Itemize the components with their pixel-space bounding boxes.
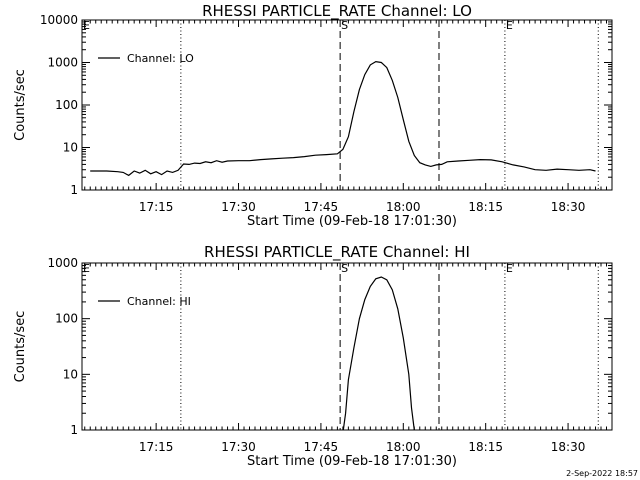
x-tick-label: 18:00 xyxy=(386,440,421,454)
footer-timestamp: 2-Sep-2022 18:57 xyxy=(566,469,638,478)
y-tick-label: 10 xyxy=(63,367,78,381)
x-tick-label: 17:15 xyxy=(139,440,174,454)
x-tick-label: 18:15 xyxy=(468,200,503,214)
y-tick-label: 1 xyxy=(70,423,78,437)
x-tick-label: 17:45 xyxy=(304,200,339,214)
x-tick-label: 18:30 xyxy=(551,200,586,214)
legend-entry: Channel: LO xyxy=(127,52,194,65)
y-axis-label: Counts/sec xyxy=(13,311,28,383)
y-tick-label: 100 xyxy=(55,312,78,326)
x-axis-label: Start Time (09-Feb-18 17:01:30) xyxy=(247,454,457,469)
chart-panel-hi: RHESSI PARTICLE_RATE Channel: HI Start Ti… xyxy=(13,243,613,469)
x-tick-label: 18:00 xyxy=(386,200,421,214)
chart-title: RHESSI PARTICLE_RATE Channel: LO xyxy=(202,2,472,21)
x-tick-label: 17:30 xyxy=(221,440,256,454)
plot-frame xyxy=(81,19,613,191)
marker-label: E xyxy=(506,262,513,275)
marker-label: S xyxy=(341,19,348,32)
y-tick-label: 10000 xyxy=(40,13,78,27)
plot-frame xyxy=(81,262,613,431)
legend-entry: Channel: HI xyxy=(127,295,191,308)
y-tick-label: 1000 xyxy=(47,256,78,270)
series-line xyxy=(90,60,596,177)
x-tick-label: 18:30 xyxy=(551,440,586,454)
x-axis-label: Start Time (09-Feb-18 17:01:30) xyxy=(247,214,457,229)
y-tick-label: 1000 xyxy=(47,56,78,70)
x-tick-label: 17:45 xyxy=(304,440,339,454)
marker-label: E xyxy=(83,262,90,275)
x-tick-label: 17:30 xyxy=(221,200,256,214)
y-tick-label: 1 xyxy=(70,183,78,197)
x-tick-label: 17:15 xyxy=(139,200,174,214)
marker-label: S xyxy=(341,262,348,275)
y-axis-label: Counts/sec xyxy=(13,69,28,141)
chart-title: RHESSI PARTICLE_RATE Channel: HI xyxy=(204,243,470,262)
marker-label: E xyxy=(83,19,90,32)
chart-panel-lo: RHESSI PARTICLE_RATE Channel: LO Start Ti… xyxy=(13,2,613,229)
x-tick-label: 18:15 xyxy=(468,440,503,454)
y-tick-label: 100 xyxy=(55,98,78,112)
y-tick-label: 10 xyxy=(63,141,78,155)
series-line xyxy=(342,276,415,431)
marker-label: E xyxy=(506,19,513,32)
